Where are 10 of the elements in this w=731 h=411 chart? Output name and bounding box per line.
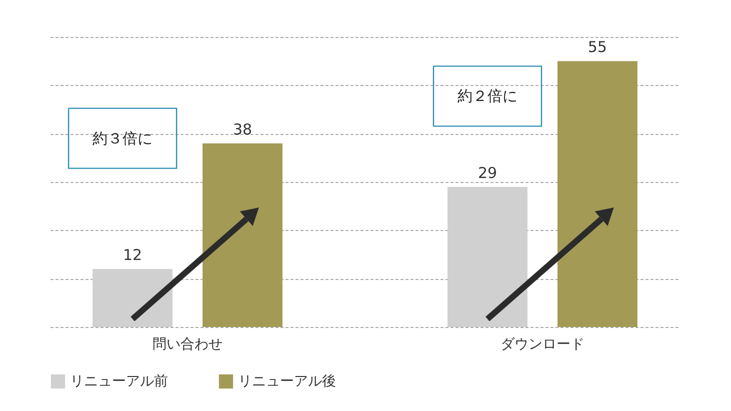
annotation: 約３倍に bbox=[92, 129, 153, 148]
x-tick-label: 問い合わせ bbox=[152, 336, 223, 352]
data-label: 55 bbox=[588, 38, 607, 56]
legend-label: リニューアル後 bbox=[238, 373, 336, 390]
data-label: 29 bbox=[478, 164, 498, 182]
legend-label: リニューアル前 bbox=[70, 373, 168, 390]
annotation: 約２倍に bbox=[457, 87, 518, 106]
data-label: 12 bbox=[123, 246, 142, 264]
x-tick-label: ダウンロード bbox=[500, 336, 584, 352]
data-label: 38 bbox=[232, 120, 252, 138]
